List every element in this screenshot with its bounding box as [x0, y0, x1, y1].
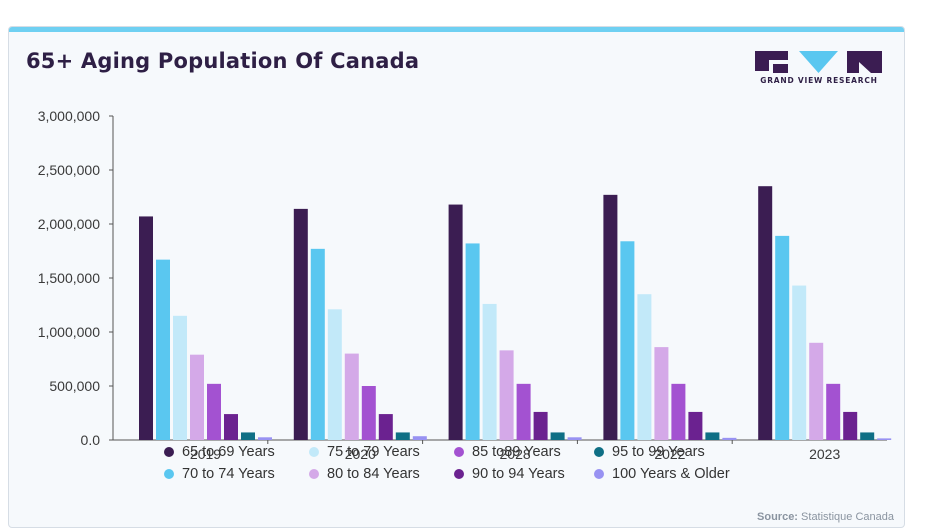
legend-item: 85 to89 Years — [454, 444, 561, 460]
bar — [207, 383, 221, 440]
legend-swatch — [594, 469, 604, 479]
legend-swatch — [454, 469, 464, 479]
x-tick-label: 2019 — [190, 446, 221, 462]
legend-item: 65 to 69 Years — [164, 444, 275, 460]
bar — [688, 411, 703, 440]
bar — [654, 347, 669, 440]
source-label: Source: — [757, 511, 798, 523]
bar — [344, 353, 359, 440]
bar — [809, 342, 824, 440]
legend-label: 65 to 69 Years — [182, 444, 275, 460]
bar — [395, 432, 410, 440]
bar — [412, 436, 427, 440]
bar — [705, 432, 720, 440]
bar — [567, 437, 582, 440]
x-tick-label: 2023 — [809, 446, 840, 462]
bar — [671, 383, 686, 440]
legend-label: 90 to 94 Years — [472, 466, 565, 482]
legend-swatch — [164, 447, 174, 457]
legend-label: 95 to 99 Years — [612, 444, 705, 460]
bar — [173, 315, 187, 440]
bar — [550, 432, 565, 440]
source-note: Source: Statistique Canada — [757, 511, 894, 523]
bar — [620, 241, 635, 440]
bar — [860, 432, 875, 440]
y-tick-label: 3,000,000 — [38, 108, 100, 124]
bar — [156, 259, 170, 440]
legend-label: 85 to89 Years — [472, 444, 561, 460]
legend-swatch — [309, 469, 319, 479]
bar — [241, 432, 255, 440]
bar — [448, 204, 463, 440]
legend-label: 75 to 79 Years — [327, 444, 420, 460]
bar — [482, 303, 497, 440]
bar — [139, 216, 153, 440]
bar — [637, 294, 652, 440]
bar — [293, 208, 308, 440]
chart-title: 65+ Aging Population Of Canada — [26, 49, 420, 73]
bar — [190, 354, 204, 440]
y-tick-label: 2,500,000 — [38, 162, 100, 178]
bar — [843, 411, 858, 440]
legend-item: 100 Years & Older — [594, 466, 730, 482]
bar — [224, 414, 238, 440]
legend-label: 100 Years & Older — [612, 466, 730, 482]
y-tick-label: 1,500,000 — [38, 270, 100, 286]
bar — [361, 386, 376, 440]
legend-swatch — [164, 469, 174, 479]
y-tick-label: 1,000,000 — [38, 324, 100, 340]
bar — [792, 285, 807, 440]
top-accent-bar — [9, 27, 904, 32]
source-text: Statistique Canada — [801, 511, 894, 523]
bar — [310, 248, 325, 440]
bar — [758, 186, 773, 440]
bar — [877, 438, 892, 440]
y-tick-label: 500,000 — [49, 378, 100, 394]
grand-view-research-logo: GRAND VIEW RESEARCH — [755, 49, 883, 89]
legend-label: 80 to 84 Years — [327, 466, 420, 482]
legend-swatch — [594, 447, 604, 457]
y-tick-label: 0.0 — [81, 432, 101, 448]
bar — [603, 194, 618, 440]
x-tick-label: 2028 — [500, 446, 531, 462]
bar — [516, 383, 531, 440]
bar — [775, 235, 790, 440]
bar — [722, 437, 737, 440]
bar — [465, 243, 480, 440]
legend-item: 95 to 99 Years — [594, 444, 705, 460]
bar — [258, 437, 272, 440]
x-tick-label: 2022 — [654, 446, 685, 462]
legend-label: 70 to 74 Years — [182, 466, 275, 482]
bar — [826, 383, 841, 440]
legend-item: 75 to 79 Years — [309, 444, 420, 460]
legend-swatch — [309, 447, 319, 457]
bar — [499, 350, 514, 440]
gvr-logo-mark-icon — [755, 51, 882, 73]
bar — [327, 309, 342, 440]
x-tick-label: 2020 — [345, 446, 376, 462]
legend-item: 70 to 74 Years — [164, 466, 275, 482]
logo-text: GRAND VIEW RESEARCH — [760, 76, 878, 85]
legend-item: 90 to 94 Years — [454, 466, 565, 482]
y-tick-label: 2,000,000 — [38, 216, 100, 232]
bar — [378, 414, 393, 440]
bar — [533, 411, 548, 440]
legend-item: 80 to 84 Years — [309, 466, 420, 482]
legend-swatch — [454, 447, 464, 457]
